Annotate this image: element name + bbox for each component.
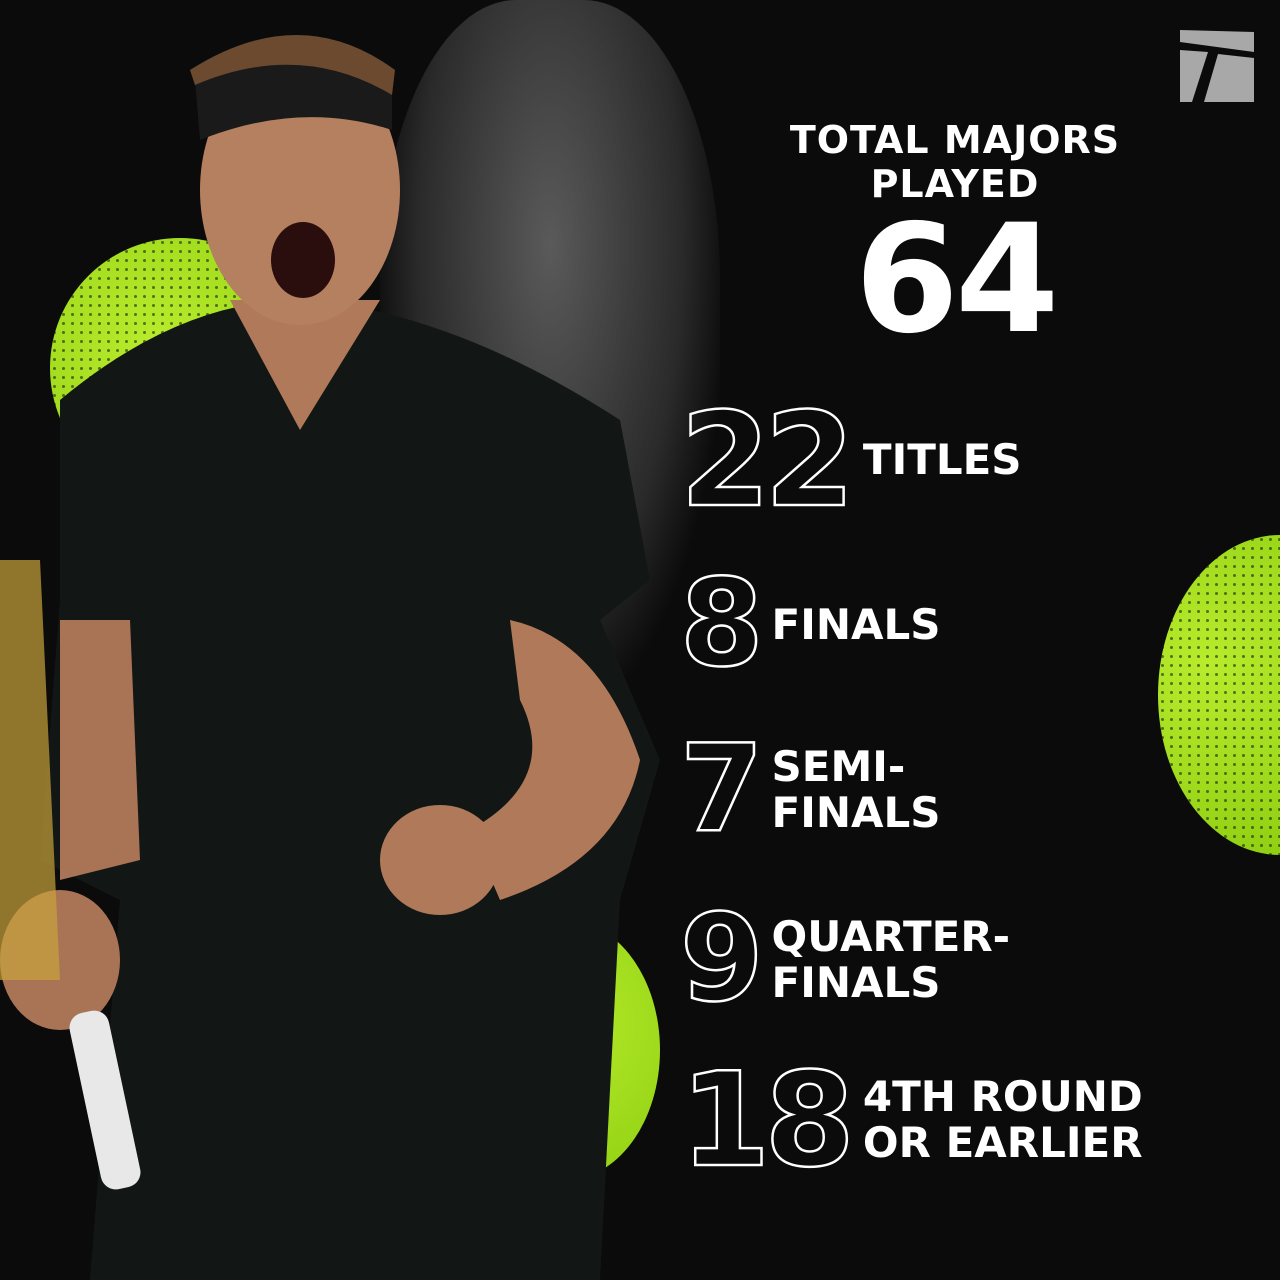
stat-value: 22 <box>679 384 856 536</box>
stat-label: TITLES <box>862 435 1022 484</box>
stat-label: FINALS <box>771 600 941 649</box>
stat-label: FINALS <box>771 788 941 837</box>
heading-line-1: TOTAL MAJORS <box>789 118 1121 162</box>
stat-label: FINALS <box>771 958 941 1007</box>
heading-line-2: PLAYED <box>870 162 1040 206</box>
halftone-dots <box>1158 535 1280 855</box>
stat-label: OR EARLIER <box>862 1118 1143 1167</box>
stat-fourth-round: 18 4TH ROUND OR EARLIER <box>679 1044 1143 1196</box>
stat-finals: 8 FINALS <box>679 555 941 694</box>
stat-semifinals: 7 SEMI- FINALS <box>679 720 941 859</box>
stat-value: 9 <box>679 890 765 1029</box>
stat-label: 4TH ROUND <box>862 1072 1143 1121</box>
total-majors-value: 64 <box>854 193 1060 367</box>
stat-label: SEMI- <box>771 742 906 791</box>
stat-value: 18 <box>679 1044 856 1196</box>
stat-value: 8 <box>679 555 765 694</box>
stat-titles: 22 TITLES <box>679 384 1022 536</box>
player-photo <box>0 35 660 1280</box>
stat-quarterfinals: 9 QUARTER- FINALS <box>679 890 1011 1029</box>
stat-label: QUARTER- <box>771 912 1011 961</box>
tennis-channel-logo <box>1178 28 1256 104</box>
stat-value: 7 <box>679 720 765 859</box>
total-majors-heading: TOTAL MAJORS PLAYED <box>720 118 1190 206</box>
